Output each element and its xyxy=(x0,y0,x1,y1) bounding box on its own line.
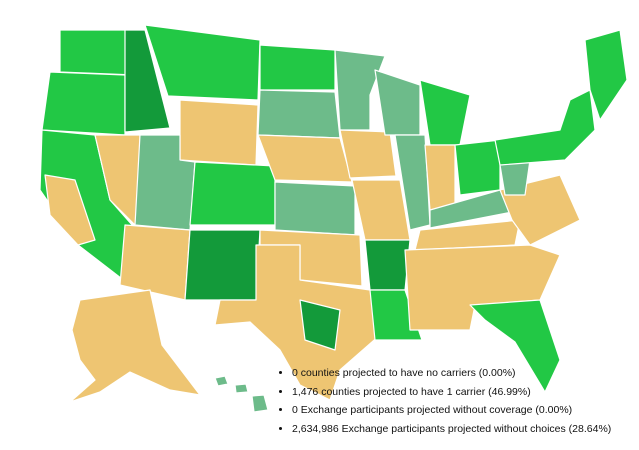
region xyxy=(299,299,341,351)
region xyxy=(364,239,411,291)
region xyxy=(334,49,386,131)
region xyxy=(257,89,341,139)
region xyxy=(259,44,336,91)
legend-item: 0 Exchange participants projected withou… xyxy=(292,401,611,420)
hawaii xyxy=(214,375,269,413)
region xyxy=(59,29,136,76)
legend-item: 1,476 counties projected to have 1 carri… xyxy=(292,383,611,402)
legend-item: 0 counties projected to have no carriers… xyxy=(292,364,611,383)
region xyxy=(374,69,421,136)
region xyxy=(454,139,501,196)
island xyxy=(234,383,249,394)
island xyxy=(251,394,269,413)
region xyxy=(214,244,381,401)
region xyxy=(144,24,261,101)
region xyxy=(424,144,456,211)
region xyxy=(351,179,411,241)
states xyxy=(39,24,628,401)
region xyxy=(44,174,96,246)
legend-item: 2,634,986 Exchange participants projecte… xyxy=(292,420,611,439)
region xyxy=(124,29,171,133)
region xyxy=(584,29,628,121)
region xyxy=(184,229,261,301)
region xyxy=(339,129,397,179)
region xyxy=(274,181,356,236)
legend: 0 counties projected to have no carriers… xyxy=(278,364,611,438)
region xyxy=(41,71,126,136)
region xyxy=(419,79,471,146)
region xyxy=(494,89,596,166)
region xyxy=(189,161,276,226)
region xyxy=(179,99,259,166)
island xyxy=(214,375,229,387)
region xyxy=(469,299,561,393)
region xyxy=(119,224,191,301)
alaska xyxy=(69,289,201,403)
